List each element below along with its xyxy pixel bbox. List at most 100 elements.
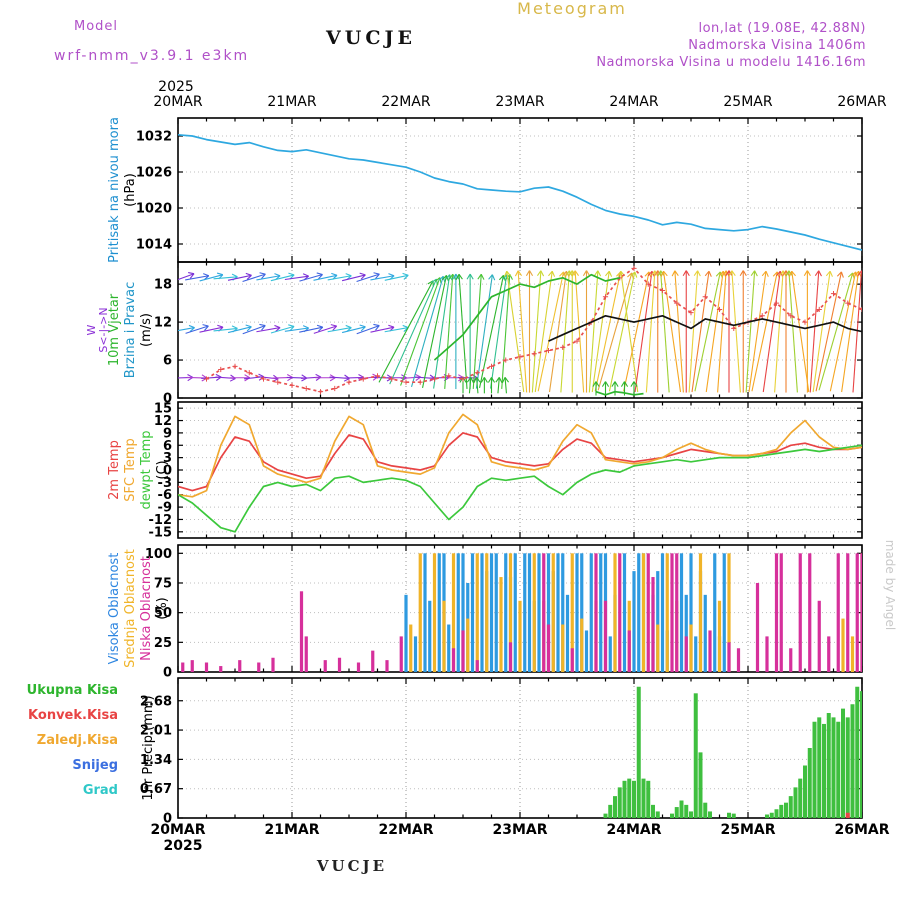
wind-arrow-head	[318, 274, 323, 280]
wind-arrow-head	[671, 270, 676, 277]
wind-arrow	[705, 271, 724, 393]
wind-arrow	[199, 274, 223, 282]
wind-arrow-head	[329, 377, 336, 382]
wind-arrow-head	[498, 274, 504, 281]
niska-bar	[385, 660, 389, 672]
srednja-bar	[641, 553, 646, 672]
wind-arrow-head	[402, 272, 409, 276]
precip-panel: 0 0.67 1.34 2.01 2.68 Ukupna Kisa Konvek.Kisa Z…	[27, 677, 863, 827]
wind-arrow-head	[452, 273, 457, 280]
wind-arrow-head	[215, 373, 222, 378]
wind-arrow-head	[477, 273, 482, 280]
axis-title: 10m Vjetar	[107, 293, 122, 366]
visoka-bar	[684, 594, 688, 672]
udari-marker	[773, 300, 780, 306]
wind-arrow	[472, 274, 482, 389]
y-tick-label: 0	[163, 392, 172, 407]
wind-arrow-head	[445, 274, 451, 280]
wind-arrow-head	[728, 270, 733, 277]
wind-arrow	[745, 270, 756, 393]
wind-arrow-head	[750, 270, 756, 276]
niska-bar	[603, 600, 608, 672]
visoka-bar	[656, 571, 660, 672]
niska-bar	[675, 553, 679, 672]
wind-arrow	[688, 270, 699, 393]
wind-arrow	[185, 275, 209, 281]
wind-arrow-head	[458, 273, 463, 280]
wind-arrow	[444, 274, 454, 389]
ukupna-kisa-bar	[826, 713, 831, 818]
wind-arrow-head	[480, 273, 485, 280]
x-tick-label-bottom: 22MAR	[378, 822, 433, 838]
wind-arrow	[762, 271, 781, 393]
wind-arrow-head	[261, 325, 266, 331]
wind-arrow-head	[582, 270, 587, 277]
niska-bar	[651, 577, 655, 672]
y-tick-label: 2.01	[140, 724, 172, 739]
wind-arrow-head	[788, 270, 793, 277]
wind-arrow-head	[697, 270, 701, 277]
ukupna-kisa-bar	[689, 811, 693, 818]
wind-arrow	[774, 270, 784, 393]
wind-arrow	[548, 271, 568, 393]
udari-marker	[759, 313, 765, 319]
wind-arrow	[270, 325, 295, 334]
ukupna-kisa-bar	[655, 811, 660, 818]
wind-arrow-head	[491, 274, 496, 281]
y-tick-label: 18	[154, 278, 172, 293]
wind-arrow-head	[851, 271, 857, 277]
ukupna-kisa-bar	[703, 802, 708, 818]
compass-axis: S<-|->N	[97, 307, 110, 352]
wind-arrow	[213, 276, 238, 280]
srednja-bar	[665, 553, 669, 672]
wind-arrow-head	[359, 272, 366, 276]
credit-text: made by Angel	[883, 540, 897, 631]
wind-arrow	[327, 327, 352, 333]
wind-arrow-head	[455, 273, 460, 280]
footer-station: VUCJE	[316, 857, 387, 875]
wind-arrow	[410, 276, 444, 388]
wind-arrow	[356, 273, 380, 283]
wind-arrow	[504, 377, 507, 394]
visoka-bar	[703, 594, 707, 672]
ukupna-kisa-bar	[831, 717, 836, 818]
udari-marker	[403, 379, 409, 385]
ukupna-kisa-bar	[784, 802, 788, 818]
srednja-bar	[551, 553, 555, 672]
srednja-bar	[613, 553, 617, 672]
visoka-bar	[589, 553, 593, 672]
wind-arrow-head	[614, 381, 619, 387]
y-tick-label: 1020	[136, 202, 172, 217]
mslp-line	[178, 133, 862, 251]
wind-arrow-head	[722, 270, 727, 276]
ukupna-kisa-bar	[774, 809, 779, 818]
niska-bar	[765, 636, 769, 672]
wind-arrow-head	[704, 270, 710, 277]
wind-arrow	[623, 271, 650, 392]
wind-arrow	[476, 377, 479, 394]
ukupna-kisa-bar	[632, 780, 636, 818]
wind-arrow-head	[782, 270, 787, 277]
wind-arrow-head	[438, 275, 444, 281]
udari-marker	[289, 382, 295, 388]
wind-arrow-head	[246, 326, 252, 332]
y-tick-label: 0	[163, 666, 172, 681]
axis-title: Niska Oblacnost	[139, 556, 154, 661]
wind-arrow	[506, 271, 525, 393]
visoka-bar	[537, 553, 541, 672]
wind-arrow-head	[503, 270, 508, 277]
model-elevation-text: Nadmorska Visina u modelu 1416.16m	[596, 55, 866, 70]
wind-arrow	[185, 325, 209, 334]
panels-group: 20MAR 20MAR 21MAR 21MAR 22MAR 22MAR 23MAR 23MAR…	[27, 94, 890, 838]
x-tick-label-bottom: 21MAR	[264, 822, 319, 838]
wind-arrow-head	[593, 270, 599, 276]
legend-zaledj-kisa: Zaledj.Kisa	[37, 733, 118, 748]
wind-arrow-head	[506, 270, 511, 277]
wind-arrow-head	[719, 270, 724, 277]
srednja-bar	[451, 553, 456, 672]
udari-marker	[602, 294, 609, 300]
visoka-bar	[404, 594, 408, 672]
wind-arrow-head	[836, 271, 842, 277]
cloud-panel: 0 25 50 75 100 Visoka Oblacnost Srednja Oblacn…	[107, 544, 863, 681]
